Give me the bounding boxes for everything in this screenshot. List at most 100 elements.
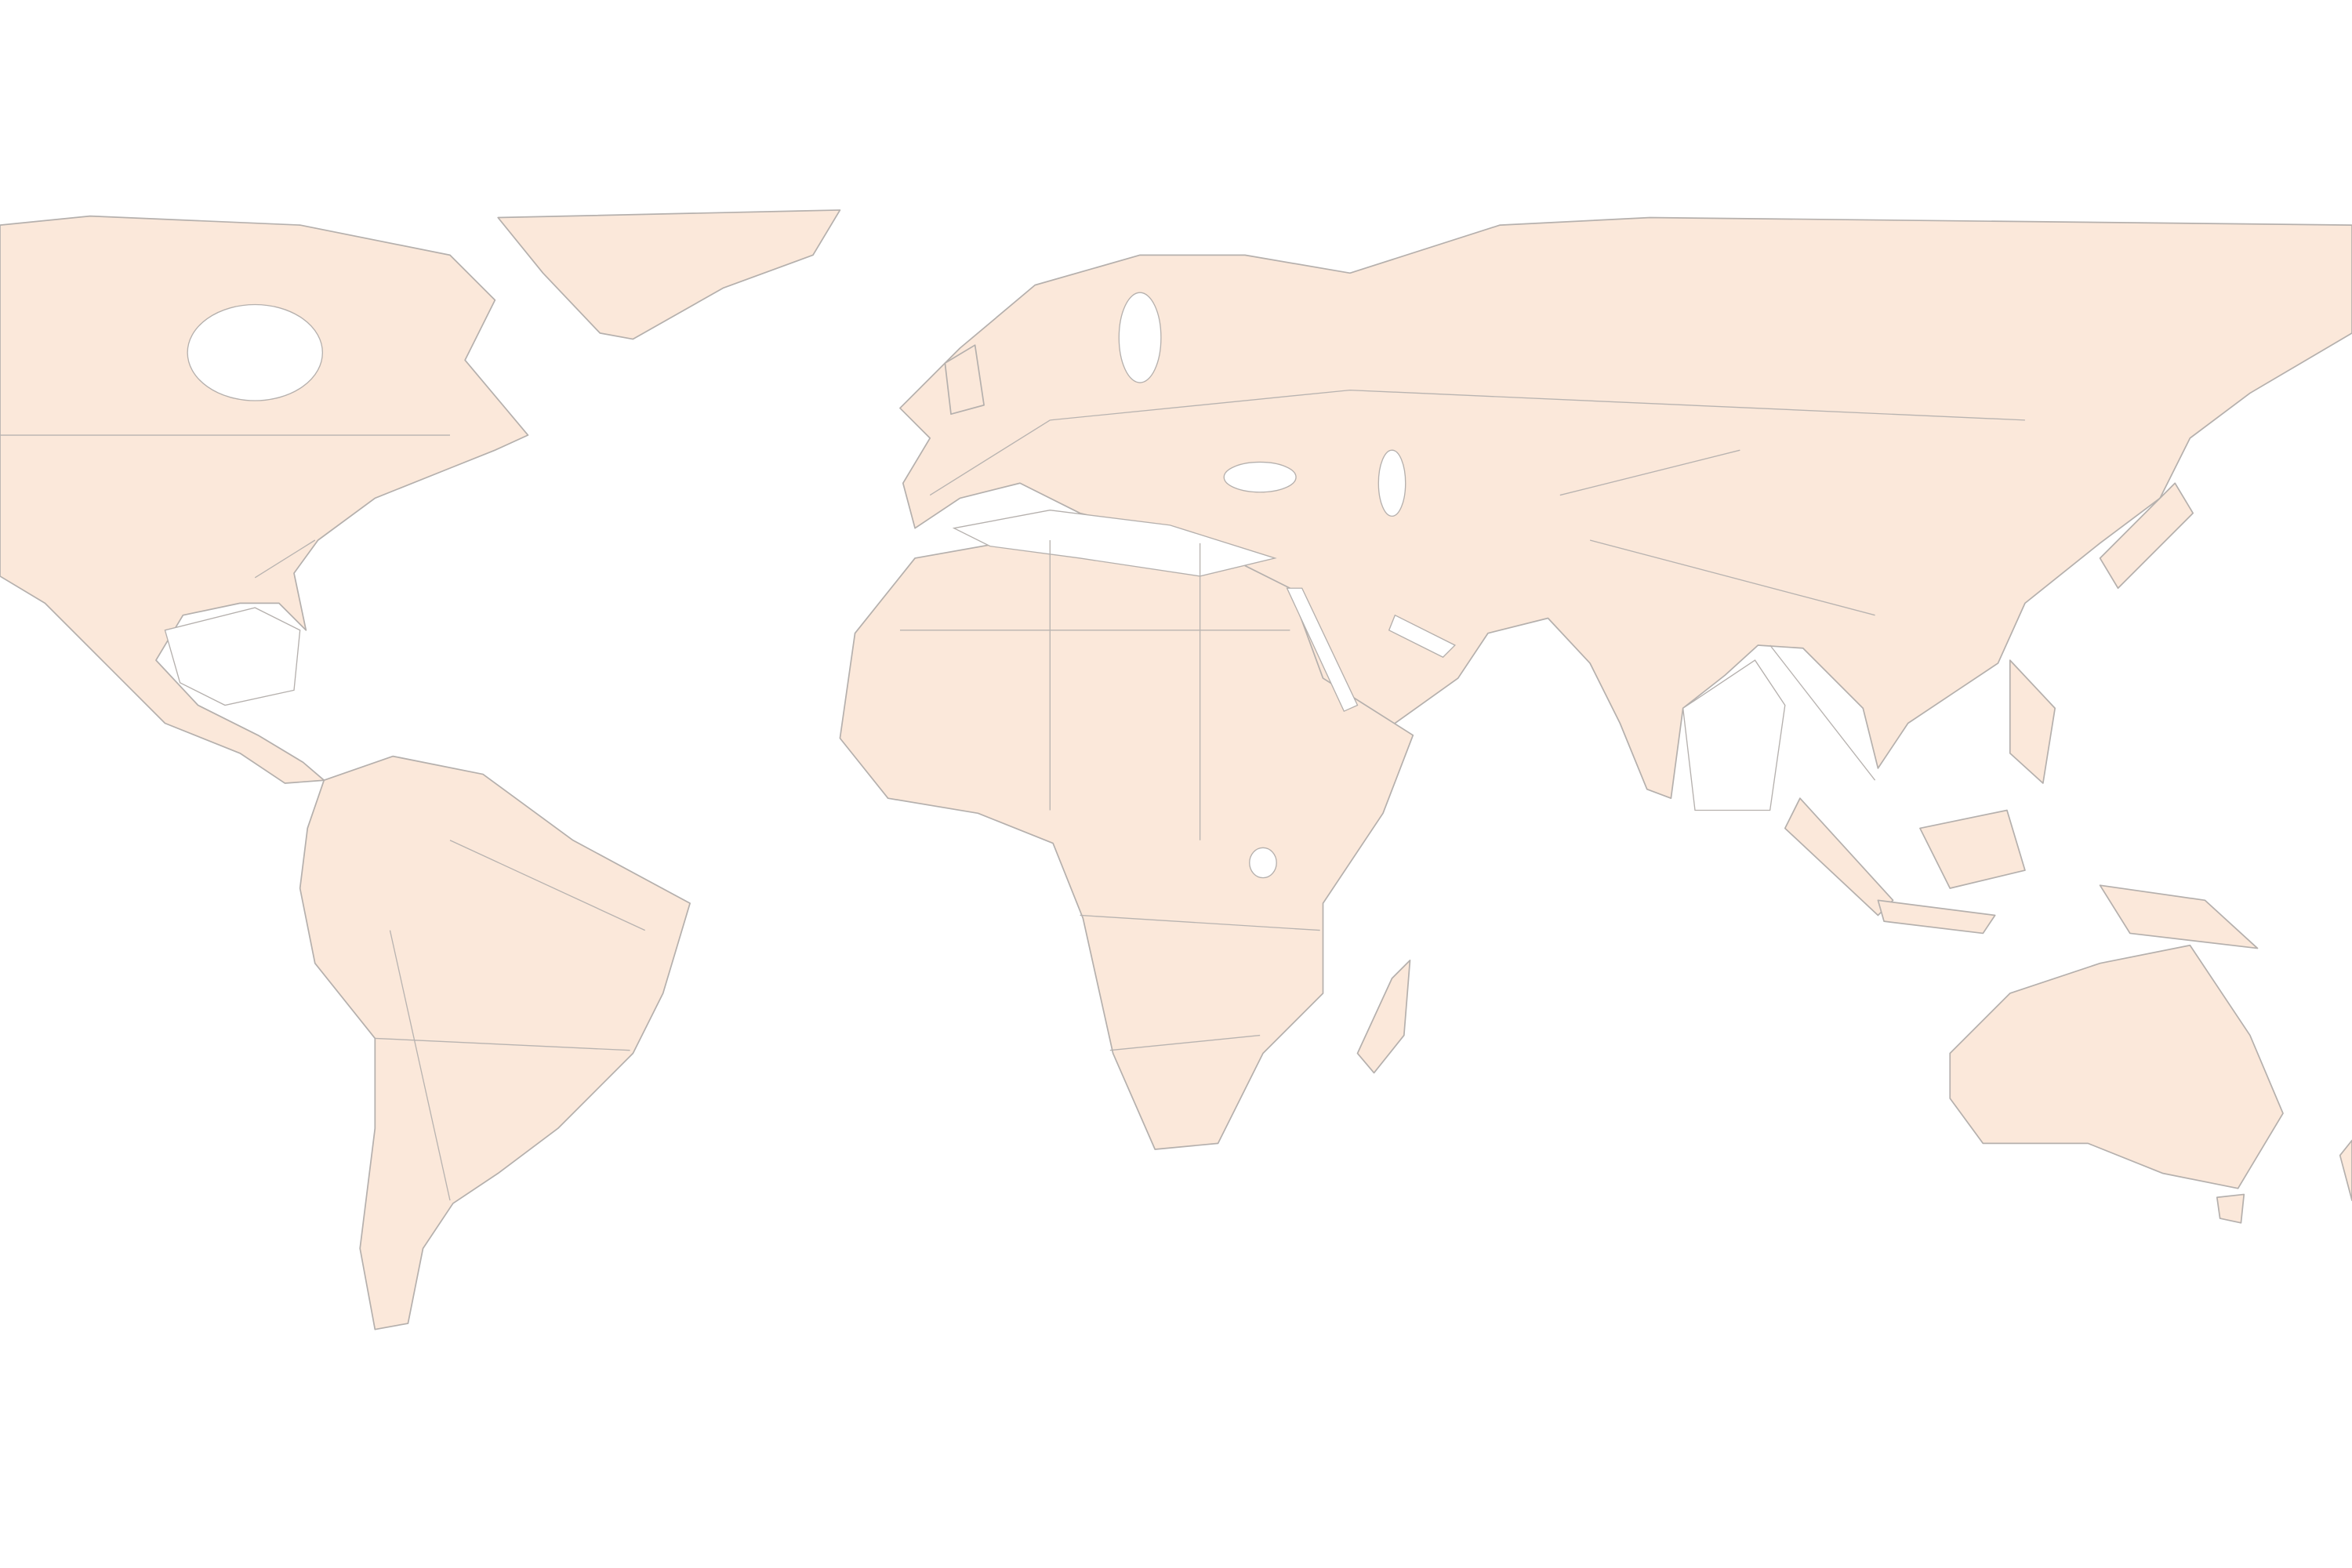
density-cell <box>2012 640 2016 644</box>
density-cell <box>263 710 270 717</box>
density-cell <box>1849 740 1854 746</box>
density-cell <box>1792 730 1797 735</box>
density-cell <box>1602 699 1607 704</box>
density-cell <box>1817 739 1823 745</box>
density-cell <box>675 956 679 960</box>
density-cell <box>1804 702 1809 706</box>
density-cell <box>164 655 169 660</box>
density-cell <box>1922 890 1928 896</box>
philippines <box>2009 659 2056 784</box>
density-cell <box>1937 893 1942 897</box>
density-cell <box>613 815 619 821</box>
density-cell <box>1825 734 1831 740</box>
density-cell <box>1846 712 1849 715</box>
density-cell <box>101 678 107 684</box>
density-cell <box>1592 719 1598 724</box>
density-cell <box>1783 758 1789 764</box>
density-cell <box>268 735 272 739</box>
density-cell <box>1588 700 1592 704</box>
density-cell <box>1594 708 1600 714</box>
density-cell <box>1837 887 1841 891</box>
density-cell <box>1845 696 1849 700</box>
density-cell <box>633 834 639 840</box>
density-cell <box>1874 862 1877 866</box>
density-cell <box>1852 717 1856 720</box>
density-cell <box>194 694 196 697</box>
density-cell <box>2031 633 2036 637</box>
density-cell <box>1932 870 1937 877</box>
density-cell <box>688 949 694 955</box>
density-cell <box>1842 713 1847 718</box>
density-cell <box>1958 894 1962 898</box>
density-cell <box>1812 695 1817 700</box>
density-cell <box>1807 759 1810 762</box>
density-cell <box>1817 697 1821 701</box>
density-cell <box>261 719 265 723</box>
australia <box>1949 944 2284 1189</box>
density-cell <box>1798 664 1802 668</box>
density-cell <box>2032 615 2038 619</box>
density-cell <box>1965 901 1971 907</box>
density-cell <box>1801 662 1808 670</box>
density-cell <box>267 728 273 732</box>
density-cell <box>1969 895 1975 900</box>
density-cell <box>607 825 612 829</box>
density-cell <box>163 649 166 653</box>
density-cell <box>2021 636 2027 641</box>
density-cell <box>1817 870 1821 875</box>
density-cell <box>1861 739 1864 742</box>
density-cell <box>1806 702 1809 705</box>
density-cell <box>1783 769 1786 772</box>
density-cell <box>1834 718 1838 723</box>
density-cell <box>1842 728 1847 734</box>
density-cell <box>1862 728 1865 731</box>
density-cell <box>1826 750 1829 753</box>
density-cell <box>1625 767 1631 772</box>
density-cell <box>638 858 644 865</box>
density-cell <box>1779 650 1784 655</box>
density-cell <box>631 854 636 858</box>
density-cell <box>1834 890 1841 897</box>
density-cell <box>1842 823 1846 827</box>
density-cell <box>1827 698 1833 704</box>
density-cell <box>96 673 101 677</box>
density-cell <box>1823 764 1828 769</box>
density-cell <box>684 959 688 963</box>
density-cell <box>646 854 650 858</box>
density-cell <box>1791 716 1796 721</box>
density-cell <box>248 763 252 768</box>
density-cell <box>1677 749 1682 753</box>
density-cell <box>2001 665 2007 671</box>
density-cell <box>1847 728 1852 734</box>
density-cell <box>574 836 580 841</box>
density-cell <box>1860 757 1864 761</box>
density-cell <box>580 1123 585 1128</box>
density-cell <box>1784 763 1790 769</box>
density-cell <box>1814 862 1820 868</box>
density-cell <box>1852 706 1856 710</box>
density-cell <box>648 840 652 845</box>
density-cell <box>1779 759 1783 763</box>
density-cell <box>2219 906 2225 913</box>
density-cell <box>1595 710 1599 715</box>
density-cell <box>1593 692 1597 696</box>
density-cell <box>1802 683 1805 687</box>
density-cell <box>1595 744 1601 750</box>
greenland <box>497 209 841 340</box>
density-cell <box>1878 872 1883 877</box>
north-america <box>0 215 529 784</box>
density-cell <box>2007 644 2012 648</box>
density-cell <box>1929 872 1935 877</box>
density-cell <box>1980 897 1984 902</box>
density-cell <box>1848 717 1852 720</box>
density-cell <box>588 1103 593 1108</box>
density-cell <box>1795 732 1802 739</box>
density-cell <box>1608 774 1614 781</box>
density-cell <box>1798 671 1802 675</box>
density-cell <box>1784 745 1788 748</box>
density-cell <box>1857 817 1860 821</box>
density-cell <box>666 863 671 868</box>
density-cell <box>1608 707 1612 711</box>
density-cell <box>1646 790 1650 795</box>
density-cell <box>1822 866 1825 869</box>
